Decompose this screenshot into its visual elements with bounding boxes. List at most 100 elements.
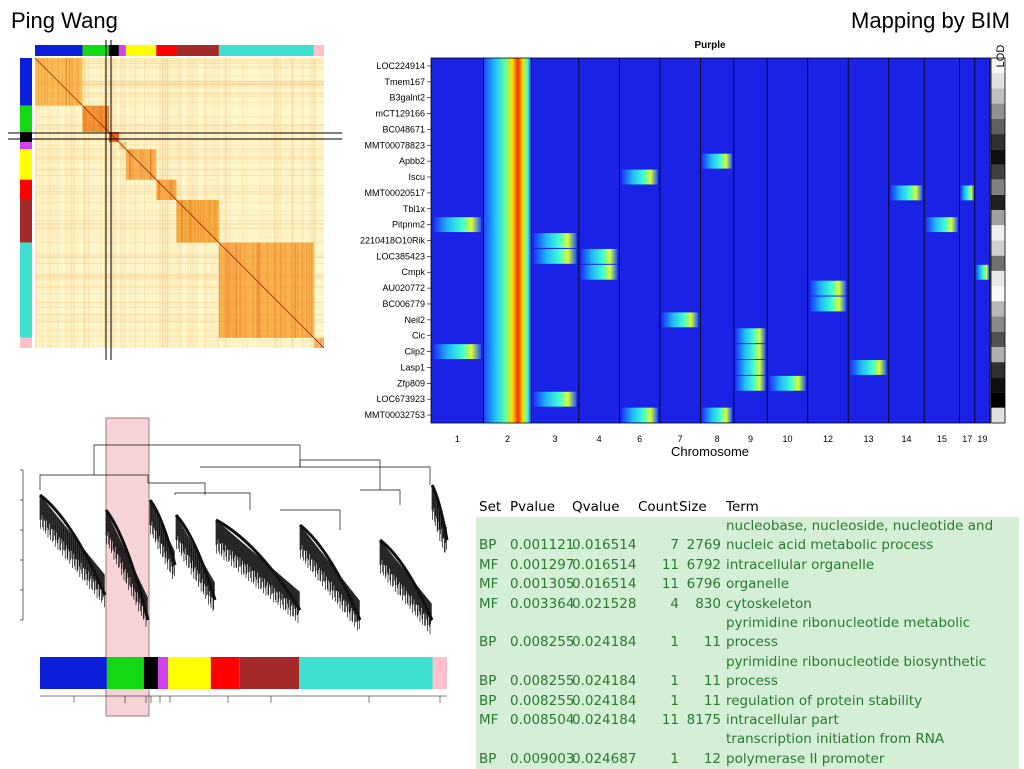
gene-label: AU020772 [382, 283, 425, 293]
cell-qvalue: 0.016514 [572, 576, 637, 593]
dendrogram-module-color [106, 657, 144, 689]
cell-pvalue: 0.008255 [510, 673, 575, 690]
gene-label: BC006779 [382, 299, 425, 309]
cell-term: cytoskeleton [726, 595, 812, 612]
lod-hotspot [769, 375, 806, 391]
lod-scale-cell [991, 240, 1005, 256]
cell-size: 12 [703, 750, 721, 767]
chromosome-tick-label: 13 [863, 434, 873, 444]
gene-label: Iscu [408, 172, 425, 182]
table-row: BP 0.009003 0.024687 1 12 transcription initi… [476, 730, 1019, 769]
chromosome-tick-label: 4 [597, 434, 602, 444]
lod-scale-cell [991, 225, 1005, 241]
lod-hotspot [735, 360, 766, 375]
lod-scale-cell [991, 392, 1005, 408]
cell-term: nucleobase, nucleoside, nucleotide and n… [726, 518, 994, 554]
cell-qvalue: 0.021528 [572, 595, 637, 612]
cell-size: 11 [703, 692, 721, 709]
lod-scale-cell [991, 301, 1005, 317]
lod-hotspot [735, 344, 766, 360]
lod-hotspot [809, 296, 847, 312]
chromosome-tick-label: 17 [962, 434, 972, 444]
cell-qvalue: 0.024184 [572, 692, 637, 709]
lod-scale-cell [991, 255, 1005, 271]
correlation-matrix [8, 40, 342, 360]
gene-label: B3galnt2 [389, 93, 425, 103]
gene-label: 2210418O10Rik [360, 236, 426, 246]
table-row: BP 0.001121 0.016514 7 2769 nucleobase, nucle… [476, 517, 1019, 556]
cell-set: BP [479, 634, 497, 651]
table-row: BP 0.008255 0.024184 1 11 regulation of prote… [476, 691, 1019, 712]
lod-scale-cell [991, 88, 1005, 104]
gene-label: MMT00020517 [364, 188, 425, 198]
cell-size: 11 [703, 634, 721, 651]
chromosome-tick-label: 6 [637, 434, 642, 444]
lod-scale-cell [991, 316, 1005, 332]
gene-label: Neil2 [404, 315, 425, 325]
cell-pvalue: 0.008504 [510, 712, 575, 729]
table-row: MF 0.003364 0.021528 4 830 cytoskeleton [476, 594, 1019, 615]
chromosome-tick-label: 15 [937, 434, 947, 444]
gene-dendrogram-panel [0, 415, 460, 745]
module-color-bar-left [20, 58, 32, 106]
chromosome-tick-label: 2 [505, 434, 510, 444]
module-color-bar-top [82, 45, 109, 56]
cell-size: 6796 [686, 576, 721, 593]
header-pvalue: Pvalue [510, 499, 556, 515]
lod-heatmap-title: Purple [694, 40, 726, 51]
chromosome-tick-label: 9 [748, 434, 753, 444]
cell-term: transcription initiation from RNA polyme… [726, 731, 945, 767]
chromosome-tick-label: 1 [455, 434, 460, 444]
lod-scale-label: LOD [995, 45, 1007, 68]
lod-heatmap-panel: Purple 1 2 3 4 6 7 8 9 10 12 13 14 15 17 19 LOC224914 T… [345, 34, 1024, 464]
cell-count: 1 [670, 634, 679, 651]
header-count: Count [638, 499, 679, 515]
dendrogram-module-color [168, 657, 211, 689]
cell-count: 1 [670, 673, 679, 690]
table-row: MF 0.001305 0.016514 11 6796 organelle [476, 575, 1019, 595]
lod-hotspot [533, 233, 577, 248]
gene-label: Pitpnm2 [392, 220, 425, 230]
chr2-lod-band [483, 58, 532, 423]
table-row: MF 0.008504 0.024184 11 8175 intracellular pa… [476, 711, 1019, 731]
cell-qvalue: 0.024184 [572, 673, 637, 690]
header-set: Set [479, 499, 502, 515]
lod-hotspot [533, 391, 577, 407]
module-color-bar-top [125, 45, 157, 56]
lod-hotspot [702, 407, 733, 423]
cell-term: pyrimidine ribonucleotide biosynthetic p… [726, 653, 987, 690]
cell-term: pyrimidine ribonucleotide metabolic proc… [726, 615, 971, 651]
cell-pvalue: 0.008255 [510, 692, 575, 709]
chromosome-tick-label: 7 [678, 434, 683, 444]
chromosome-tick-label: 12 [823, 434, 833, 444]
module-color-bar-top [156, 45, 177, 56]
gene-label: LOC673923 [376, 394, 425, 404]
cell-pvalue: 0.003364 [510, 595, 575, 612]
module-color-bar-left [20, 179, 32, 200]
gene-label: mCT129166 [375, 109, 425, 119]
lod-hotspot [975, 264, 990, 280]
module-color-bar-top [176, 45, 219, 56]
lod-scale-cell [991, 346, 1005, 363]
cell-pvalue: 0.008255 [510, 634, 575, 651]
lod-hotspot [580, 264, 618, 280]
dendrogram-module-color [143, 657, 159, 689]
cell-size: 2769 [686, 537, 721, 554]
module-color-bar-left [20, 142, 32, 150]
lod-scale-cell [991, 210, 1005, 226]
author-name: Ping Wang [11, 8, 118, 33]
dendrogram-module-color [299, 657, 433, 689]
lod-scale-cell [991, 118, 1005, 135]
lod-hotspot [661, 312, 699, 328]
module-color-bar-left [20, 149, 32, 180]
lod-hotspot [621, 169, 658, 185]
cell-set: MF [479, 712, 499, 729]
cell-set: BP [479, 750, 497, 767]
cell-qvalue: 0.024184 [572, 712, 637, 729]
lod-scale-cell [991, 407, 1005, 423]
cell-pvalue: 0.001297 [510, 556, 575, 573]
table-row: BP 0.008255 0.024184 1 11 pyrimidine ribonucl… [476, 652, 1019, 692]
dendrogram-module-color [210, 657, 240, 689]
table-row: MF 0.001297 0.016514 11 6792 intracellular or… [476, 555, 1019, 576]
cell-count: 4 [670, 595, 679, 612]
